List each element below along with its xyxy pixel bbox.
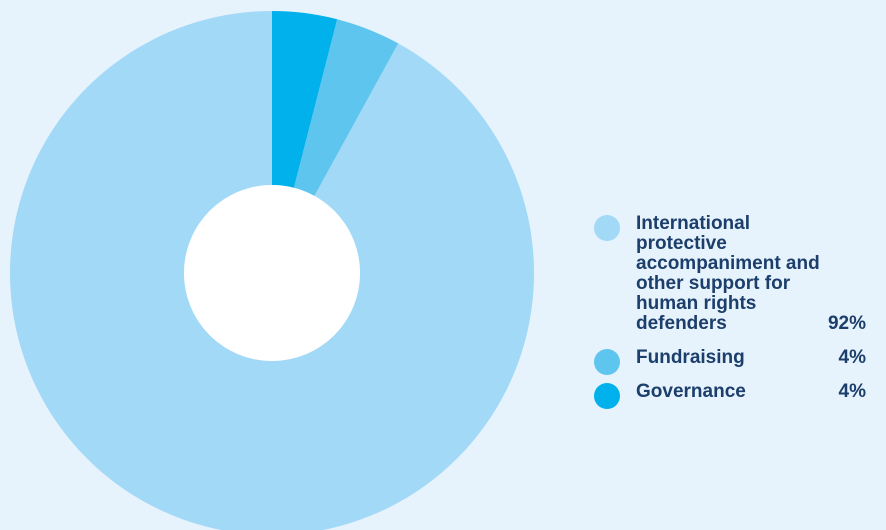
legend-label-fundraising: Fundraising [636, 347, 745, 368]
legend-item-governance: Governance 4% [590, 381, 880, 409]
legend-swatch-governance [594, 383, 620, 409]
legend-item-fundraising: Fundraising 4% [590, 347, 880, 375]
donut-slice-fundraising [293, 19, 399, 196]
legend-label-governance: Governance [636, 381, 746, 402]
legend-swatch-fundraising [594, 349, 620, 375]
legend-label-accompaniment: International protective accompaniment a… [636, 213, 820, 334]
legend-swatch-accompaniment [594, 215, 620, 241]
legend-value-fundraising: 4% [838, 347, 866, 368]
legend-item-accompaniment: International protective accompaniment a… [590, 214, 880, 334]
donut-slice-governance [272, 11, 338, 188]
donut-hole [184, 185, 360, 361]
chart-legend: International protective accompaniment a… [590, 214, 880, 416]
legend-value-accompaniment: 92% [827, 313, 866, 334]
donut-slice-accompaniment [10, 11, 534, 530]
legend-value-governance: 4% [838, 381, 866, 402]
